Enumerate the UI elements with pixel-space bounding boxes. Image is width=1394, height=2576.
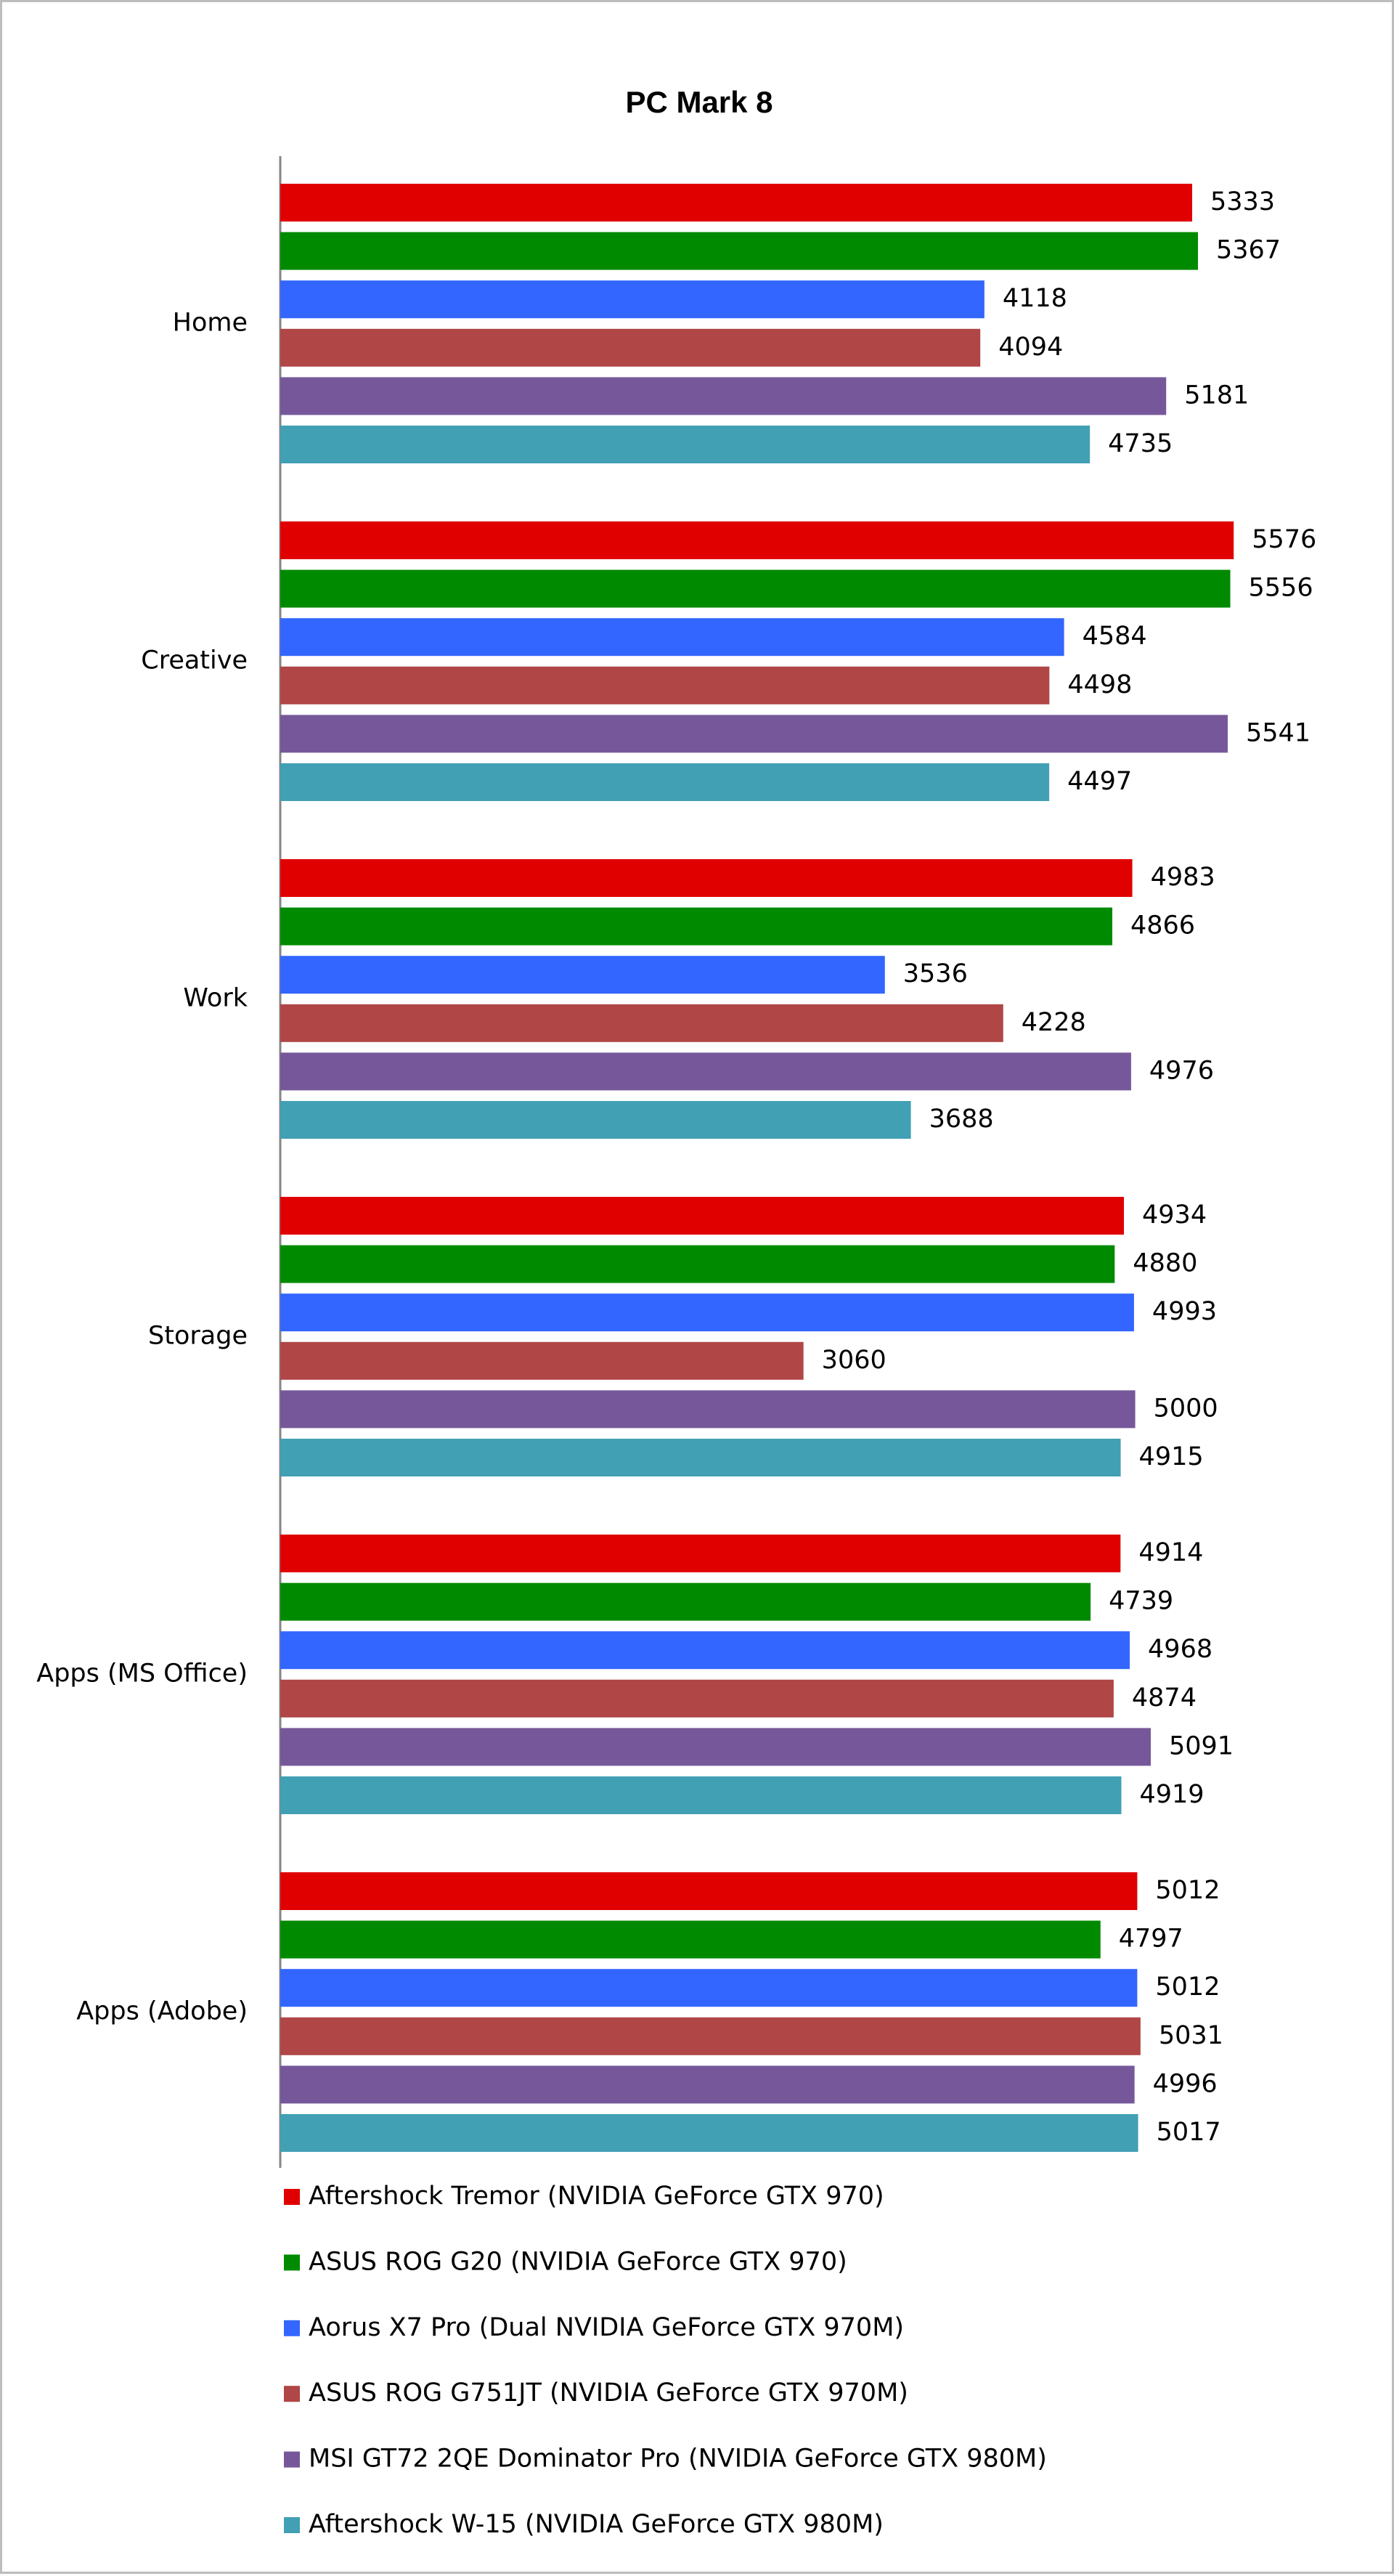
category-labels: Home Creative Work Storage Apps (MS Office) A… bbox=[36, 309, 248, 2026]
value-label: 4915 bbox=[1139, 1442, 1204, 1471]
value-label: 4983 bbox=[1151, 863, 1215, 892]
bar-home-series-6 bbox=[280, 426, 1091, 463]
bar-work-series-2 bbox=[280, 907, 1113, 946]
value-label: 4497 bbox=[1067, 767, 1132, 796]
legend-label-6: Aftershock W-15 (NVIDIA GeForce GTX 980M… bbox=[309, 2510, 884, 2539]
legend: Aftershock Tremor (NVIDIA GeForce GTX 97… bbox=[284, 2182, 1047, 2539]
bar-creative-series-6 bbox=[280, 763, 1050, 801]
bar-work-series-3 bbox=[280, 956, 885, 994]
value-label: 4874 bbox=[1132, 1683, 1197, 1712]
value-label: 3688 bbox=[929, 1105, 994, 1134]
value-label: 4094 bbox=[998, 333, 1063, 362]
value-label: 5031 bbox=[1159, 2021, 1223, 2050]
category-label-apps-adobe: Apps (Adobe) bbox=[76, 1997, 248, 2026]
value-label: 4498 bbox=[1067, 670, 1132, 699]
bar-creative-series-5 bbox=[280, 715, 1228, 753]
category-label-creative: Creative bbox=[141, 646, 248, 675]
value-label: 5017 bbox=[1157, 2118, 1221, 2147]
value-labels: 5333 5367 4118 4094 5181 4735 5576 5556 4584 4498… bbox=[822, 187, 1317, 2147]
bar-apps-ms-office-series-5 bbox=[280, 1728, 1152, 1766]
category-label-home: Home bbox=[173, 309, 248, 338]
bar-creative-series-1 bbox=[280, 521, 1234, 559]
value-label: 3536 bbox=[903, 959, 968, 988]
value-label: 4919 bbox=[1139, 1780, 1204, 1809]
bar-apps-adobe-series-2 bbox=[280, 1920, 1101, 1959]
value-label: 5576 bbox=[1252, 525, 1316, 554]
bar-work-series-1 bbox=[280, 859, 1133, 897]
value-label: 5181 bbox=[1184, 381, 1249, 410]
value-label: 4880 bbox=[1133, 1249, 1197, 1278]
bar-apps-adobe-series-3 bbox=[280, 1969, 1138, 2007]
bar-apps-adobe-series-1 bbox=[280, 1872, 1138, 1910]
value-label: 4797 bbox=[1119, 1925, 1183, 1954]
chart-title: PC Mark 8 bbox=[625, 85, 773, 119]
value-label: 4993 bbox=[1152, 1297, 1217, 1326]
bar-work-series-6 bbox=[280, 1101, 911, 1139]
value-label: 4739 bbox=[1109, 1587, 1173, 1616]
value-label: 4976 bbox=[1149, 1056, 1214, 1085]
bar-home-series-3 bbox=[280, 280, 985, 319]
value-label: 5541 bbox=[1246, 718, 1311, 747]
bar-storage-series-2 bbox=[280, 1245, 1115, 1283]
bars-group bbox=[280, 184, 1234, 2152]
legend-swatch-1 bbox=[284, 2189, 300, 2205]
value-label: 5367 bbox=[1216, 236, 1281, 265]
bar-apps-adobe-series-5 bbox=[280, 2065, 1135, 2104]
legend-swatch-6 bbox=[284, 2517, 300, 2533]
legend-swatch-4 bbox=[284, 2386, 300, 2402]
legend-swatch-3 bbox=[284, 2320, 300, 2336]
bar-home-series-4 bbox=[280, 328, 981, 367]
value-label: 4228 bbox=[1022, 1008, 1086, 1037]
value-label: 5333 bbox=[1210, 187, 1275, 216]
bar-home-series-1 bbox=[280, 184, 1192, 222]
category-label-work: Work bbox=[183, 984, 248, 1013]
bar-storage-series-1 bbox=[280, 1197, 1125, 1235]
legend-swatch-2 bbox=[284, 2254, 300, 2271]
value-label: 5000 bbox=[1154, 1394, 1218, 1423]
value-label: 4914 bbox=[1138, 1538, 1203, 1567]
value-label: 4584 bbox=[1083, 622, 1147, 651]
value-label: 4866 bbox=[1130, 911, 1195, 940]
bar-creative-series-3 bbox=[280, 618, 1064, 657]
legend-label-5: MSI GT72 2QE Dominator Pro (NVIDIA GeFor… bbox=[309, 2445, 1047, 2474]
bar-home-series-5 bbox=[280, 377, 1167, 415]
value-label: 4996 bbox=[1153, 2069, 1218, 2098]
legend-label-3: Aorus X7 Pro (Dual NVIDIA GeForce GTX 97… bbox=[309, 2313, 904, 2342]
category-label-storage: Storage bbox=[148, 1322, 248, 1351]
value-label: 4934 bbox=[1142, 1200, 1207, 1230]
bar-apps-ms-office-series-6 bbox=[280, 1776, 1122, 1814]
bar-home-series-2 bbox=[280, 232, 1199, 270]
bar-apps-ms-office-series-1 bbox=[280, 1535, 1121, 1572]
category-label-apps-ms-office: Apps (MS Office) bbox=[36, 1659, 248, 1689]
bar-apps-ms-office-series-3 bbox=[280, 1631, 1130, 1670]
value-label: 4118 bbox=[1003, 284, 1067, 313]
bar-storage-series-4 bbox=[280, 1341, 804, 1380]
value-label: 5012 bbox=[1155, 1876, 1220, 1905]
bar-apps-adobe-series-4 bbox=[280, 2017, 1141, 2055]
value-label: 3060 bbox=[822, 1346, 886, 1375]
bar-creative-series-4 bbox=[280, 666, 1050, 704]
bar-apps-ms-office-series-4 bbox=[280, 1679, 1114, 1718]
value-label: 4735 bbox=[1108, 429, 1173, 458]
bar-storage-series-6 bbox=[280, 1439, 1121, 1476]
bar-creative-series-2 bbox=[280, 569, 1231, 608]
bar-work-series-4 bbox=[280, 1004, 1003, 1042]
value-label: 4968 bbox=[1148, 1635, 1212, 1664]
bar-apps-adobe-series-6 bbox=[280, 2114, 1138, 2152]
value-label: 5012 bbox=[1155, 1972, 1220, 2002]
bar-work-series-5 bbox=[280, 1052, 1131, 1091]
legend-label-4: ASUS ROG G751JT (NVIDIA GeForce GTX 970M… bbox=[309, 2378, 908, 2408]
legend-swatch-5 bbox=[284, 2451, 300, 2468]
bar-apps-ms-office-series-2 bbox=[280, 1582, 1091, 1621]
bar-storage-series-5 bbox=[280, 1390, 1136, 1429]
legend-label-1: Aftershock Tremor (NVIDIA GeForce GTX 97… bbox=[309, 2182, 884, 2211]
bar-storage-series-3 bbox=[280, 1293, 1134, 1332]
value-label: 5556 bbox=[1249, 574, 1313, 603]
legend-label-2: ASUS ROG G20 (NVIDIA GeForce GTX 970) bbox=[309, 2247, 847, 2276]
value-label: 5091 bbox=[1169, 1731, 1234, 1760]
